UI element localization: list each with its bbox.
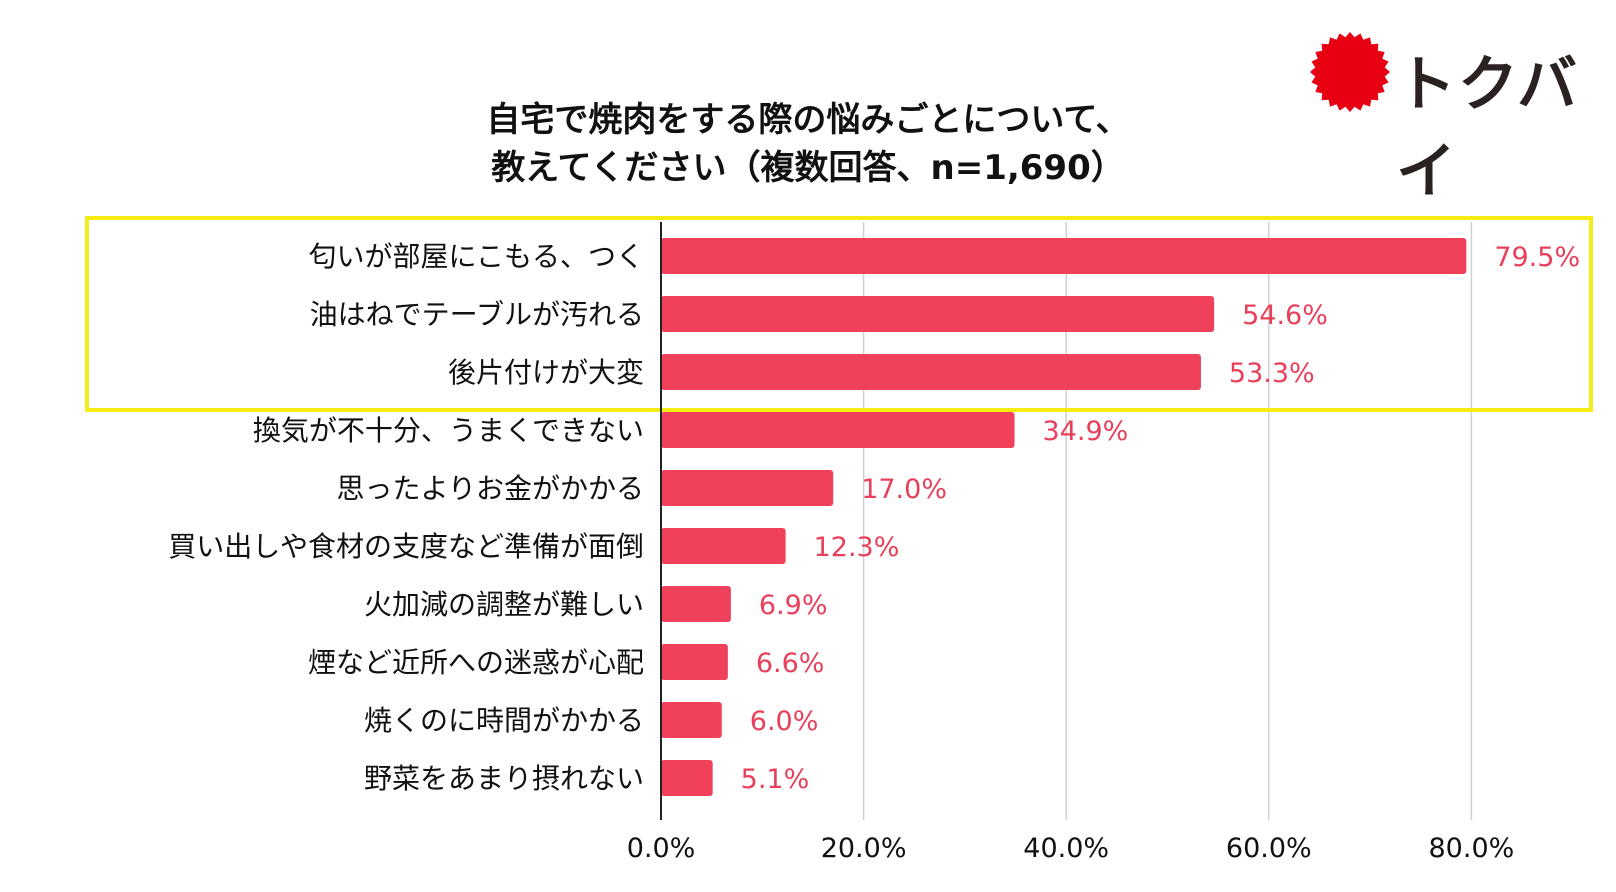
highlight-rect bbox=[85, 216, 1593, 412]
value-label: 6.0% bbox=[750, 706, 819, 737]
value-label: 5.1% bbox=[741, 764, 810, 795]
bar bbox=[661, 470, 834, 506]
bar bbox=[661, 296, 1215, 332]
value-label: 53.3% bbox=[1229, 358, 1315, 389]
bar bbox=[661, 354, 1201, 390]
value-label: 12.3% bbox=[814, 532, 900, 563]
brand-name: トクバイ bbox=[1396, 50, 1579, 207]
value-label: 6.9% bbox=[759, 590, 828, 621]
highlight-box bbox=[85, 216, 1593, 412]
bar bbox=[661, 586, 731, 622]
bar bbox=[661, 412, 1015, 448]
x-tick-label: 20.0% bbox=[821, 833, 907, 864]
category-label: 後片付けが大変 bbox=[448, 356, 644, 389]
sunburst-logo-icon bbox=[1310, 32, 1390, 112]
bar bbox=[661, 760, 713, 796]
axes: 0.0% 20.0% 40.0% 60.0% 80.0% 匂いが部屋にこもる、つく 79.5… bbox=[168, 222, 1580, 864]
category-label: 火加減の調整が難しい bbox=[364, 588, 644, 621]
value-label: 17.0% bbox=[861, 474, 947, 505]
category-label: 野菜をあまり摂れない bbox=[364, 762, 644, 795]
category-label: 油はねでテーブルが汚れる bbox=[310, 298, 644, 331]
bars bbox=[661, 238, 1467, 796]
category-label: 煙など近所への迷惑が心配 bbox=[308, 646, 644, 679]
category-label: 買い出しや食材の支度など準備が面倒 bbox=[168, 530, 644, 563]
bar bbox=[661, 702, 722, 738]
chart-title: 自宅で焼肉をする際の悩みごとについて、 bbox=[486, 100, 1130, 140]
x-tick-label: 40.0% bbox=[1023, 833, 1109, 864]
x-tick-label: 80.0% bbox=[1429, 833, 1515, 864]
x-tick-label: 0.0% bbox=[627, 833, 696, 864]
bar bbox=[661, 528, 786, 564]
bar bbox=[661, 238, 1467, 274]
value-label: 54.6% bbox=[1242, 300, 1328, 331]
category-label: 換気が不十分、うまくできない bbox=[253, 414, 644, 447]
value-label: 6.6% bbox=[756, 648, 825, 679]
value-label: 79.5% bbox=[1494, 242, 1580, 273]
x-tick-label: 60.0% bbox=[1226, 833, 1312, 864]
chart-subtitle: 教えてください（複数回答、n=1,690） bbox=[491, 148, 1125, 188]
category-label: 匂いが部屋にこもる、つく bbox=[309, 240, 644, 273]
brand-logo: トクバイ bbox=[1308, 26, 1608, 207]
category-label: 思ったよりお金がかかる bbox=[337, 472, 644, 505]
value-label: 34.9% bbox=[1043, 416, 1129, 447]
bar bbox=[661, 644, 728, 680]
category-label: 焼くのに時間がかかる bbox=[364, 704, 644, 737]
